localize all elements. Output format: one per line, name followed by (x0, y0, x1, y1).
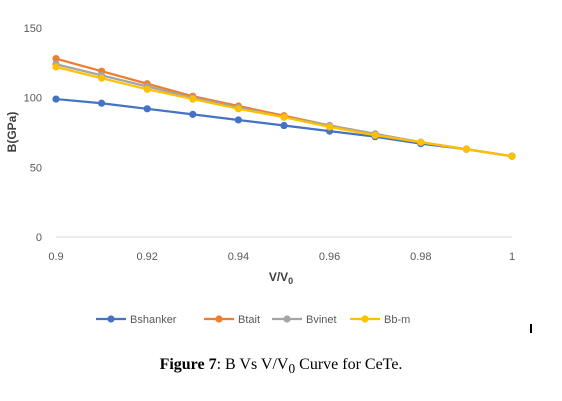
caption-label: Figure 7 (159, 356, 217, 373)
legend-label: Bshanker (130, 314, 177, 326)
legend-marker (215, 315, 223, 323)
legend-item: Bb-m (350, 314, 410, 326)
series-bb-m (52, 63, 516, 160)
data-point (98, 99, 106, 107)
data-point (143, 105, 151, 113)
legend-label: Bvinet (306, 314, 337, 326)
y-tick-label: 50 (30, 162, 42, 174)
y-tick-label: 150 (24, 23, 42, 35)
x-axis-title-subscript: 0 (288, 276, 293, 286)
data-point (52, 95, 60, 103)
series-layer (52, 55, 516, 160)
caption-text-after: Curve for CeTe. (295, 356, 403, 373)
legend-marker (283, 315, 291, 323)
series-bshanker (52, 95, 516, 160)
x-axis-title: V/V0 (269, 270, 293, 286)
x-tick-label: 0.9 (48, 251, 63, 263)
legend-marker (361, 315, 369, 323)
chart-area: 0 50 100 150 0.9 0.92 0.94 0.96 0.98 1 B(GPa) V/… (5, 23, 516, 326)
data-point (143, 85, 151, 93)
data-point (189, 95, 197, 103)
stray-mark (530, 324, 532, 333)
series-btait (52, 55, 516, 160)
data-point (462, 145, 470, 153)
x-tick-label: 0.96 (319, 251, 340, 263)
y-axis-ticks: 0 50 100 150 (24, 23, 42, 244)
data-point (234, 105, 242, 113)
data-point (189, 110, 197, 118)
y-tick-label: 100 (24, 93, 42, 105)
series-line (55, 57, 513, 158)
data-point (417, 138, 425, 146)
x-tick-label: 1 (509, 251, 515, 263)
data-point (98, 74, 106, 82)
y-axis-title: B(GPa) (5, 112, 19, 153)
caption-text-before: : B Vs V/V (216, 356, 289, 373)
x-tick-label: 0.92 (136, 251, 157, 263)
legend-label: Bb-m (384, 314, 410, 326)
data-point (280, 113, 288, 121)
data-point (326, 123, 334, 131)
x-axis-ticks: 0.9 0.92 0.94 0.96 0.98 1 (48, 251, 515, 263)
data-point (52, 63, 60, 71)
x-tick-label: 0.98 (410, 251, 431, 263)
legend-item: Bshanker (96, 314, 177, 326)
y-tick-label: 0 (36, 232, 42, 244)
data-point (234, 116, 242, 124)
series-bvinet (52, 60, 516, 160)
data-point (371, 131, 379, 139)
legend-item: Btait (204, 314, 260, 326)
data-point (52, 55, 60, 63)
legend-marker (107, 315, 115, 323)
caption-subscript: 0 (288, 361, 296, 377)
figure-caption: Figure 7: B Vs V/V0 Curve for CeTe. (0, 356, 562, 377)
legend-item: Bvinet (272, 314, 337, 326)
legend: Bshanker Btait Bvinet Bb-m (96, 314, 410, 326)
x-tick-label: 0.94 (228, 251, 249, 263)
data-point (508, 152, 516, 160)
data-point (280, 121, 288, 130)
x-axis-title-main: V/V (269, 270, 288, 284)
legend-label: Btait (238, 314, 260, 326)
